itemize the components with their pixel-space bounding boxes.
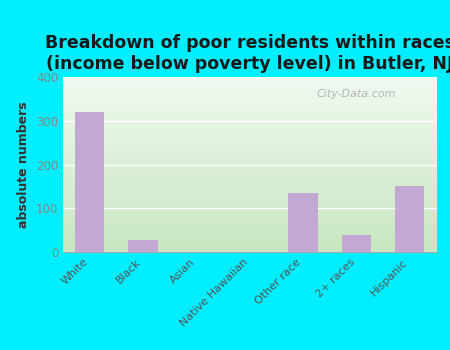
Bar	[342, 234, 371, 252]
Bar	[75, 112, 104, 252]
Y-axis label: absolute numbers: absolute numbers	[18, 101, 30, 228]
Bar	[395, 186, 424, 252]
Title: Breakdown of poor residents within races
(income below poverty level) in Butler,: Breakdown of poor residents within races…	[45, 34, 450, 73]
Bar	[128, 240, 158, 252]
Bar	[288, 193, 318, 252]
Text: City-Data.com: City-Data.com	[317, 89, 396, 99]
